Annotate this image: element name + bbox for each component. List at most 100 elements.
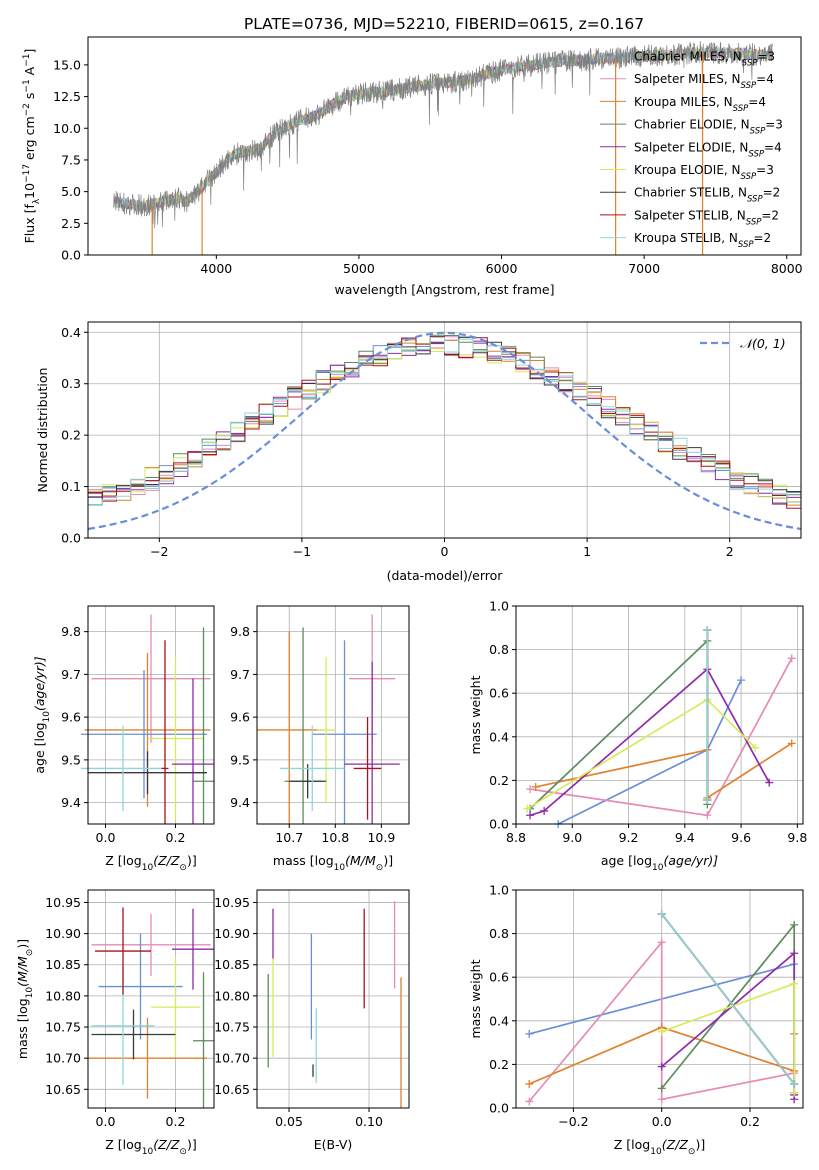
x-tick-label: 0.2	[166, 1114, 186, 1129]
weight-marker	[526, 785, 535, 794]
y-tick-label: 9.4	[61, 795, 81, 810]
y-tick-label: 10.70	[214, 1051, 250, 1066]
x-tick-label: 10.7	[275, 830, 303, 845]
residuals-panel: −2 −1 0 1 2 0.0 0.1 0.2 0.3 0.4 (data-model)/error…	[35, 321, 802, 583]
mass-vs-Z-panel: 0.0 0.2 10.65 10.70 10.75 10.80 10.85 10.90 10.9…	[15, 889, 215, 1157]
y-tick-label: 0.0	[61, 248, 81, 263]
weight-series-chabrier-miles	[554, 676, 746, 828]
errorbar-kroupa-stelib	[81, 725, 165, 812]
y-tick-label: 10.65	[45, 1082, 81, 1097]
x-tick-label: 8000	[771, 261, 803, 276]
y-tick-label: 0.0	[489, 817, 509, 832]
weight-marker	[531, 782, 540, 791]
legend-entry-salpeter-miles: Salpeter MILES, NSSP=4	[634, 72, 774, 91]
y-tick-label: 10.90	[214, 926, 250, 941]
errorbar-chabrier-miles	[312, 640, 377, 824]
x-tick-label: 1	[583, 544, 591, 559]
legend: Chabrier MILES, NSSP=3 Salpeter MILES, NS…	[600, 50, 783, 250]
errorbar-salpeter-stelib	[353, 717, 382, 820]
weight-line	[529, 638, 709, 810]
y-tick-label: 10.80	[45, 988, 81, 1003]
errorbar-chabrier-stelib	[88, 751, 207, 795]
legend-entry-chabrier-miles: Chabrier MILES, NSSP=3	[634, 50, 775, 69]
x-tick-label: 0.05	[275, 1114, 303, 1129]
weight-line	[529, 667, 770, 817]
y-tick-label: 0.8	[489, 642, 509, 657]
errorbar-chabrier-elodie	[193, 627, 214, 824]
errorbar-salpeter-stelib	[161, 640, 169, 824]
weight-series-kroupa-elodie	[523, 695, 760, 813]
y-tick-label: 10.0	[53, 121, 81, 136]
errorbar-chabrier-stelib	[289, 764, 327, 799]
y-tick-label: 0.0	[61, 531, 81, 546]
x-tick-label: 9.6	[731, 830, 751, 845]
weight-marker	[751, 743, 760, 752]
weight-marker	[790, 920, 799, 929]
errorbar-salpeter-stelib	[95, 907, 151, 995]
weight-marker	[790, 1080, 799, 1089]
weight-marker	[523, 804, 532, 813]
weight-marker	[737, 676, 746, 685]
y-tick-label: 0.3	[61, 376, 81, 391]
y-tick-label: 0.6	[489, 686, 509, 701]
weight-marker	[525, 1080, 534, 1089]
y-tick-label: 10.95	[214, 895, 250, 910]
age-vs-mass-panel: 10.7 10.8 10.9 9.4 9.5 9.6 9.7 9.8 mass [log10(M…	[230, 605, 410, 873]
x-tick-label: 9.8	[787, 830, 807, 845]
errorbar-salpeter-elodie	[344, 661, 400, 824]
weight-series-salpeter-miles	[526, 654, 796, 820]
x-tick-label: 7000	[628, 261, 660, 276]
y-tick-label: 1.0	[489, 599, 509, 614]
x-tick-label: 0.0	[96, 1114, 116, 1129]
weight-line	[661, 913, 795, 1085]
y-tick-label: 0.4	[61, 325, 81, 340]
errorbar-chabrier-miles	[98, 933, 183, 1040]
errorbar-salpeter-miles	[91, 614, 211, 743]
y-tick-label: 0.4	[489, 729, 509, 744]
axes-frame	[515, 889, 804, 1109]
errorbar-kroupa-miles	[257, 631, 322, 824]
errorbar-kroupa-stelib	[280, 725, 345, 812]
y-axis-label: Flux [fλ10−17 erg cm−2 s−1 A−1]	[22, 49, 42, 244]
y-tick-label: 9.7	[230, 667, 250, 682]
y-tick-label: 10.75	[214, 1020, 250, 1035]
observed-spectrum	[113, 41, 773, 229]
errorbar-salpeter-miles	[91, 913, 211, 976]
histogram-salpeter-miles	[88, 336, 801, 508]
axes-frame	[87, 36, 802, 256]
weight-marker	[703, 625, 712, 634]
x-tick-label: 4000	[200, 261, 232, 276]
x-axis-label: age [log10(age/yr)]	[601, 853, 718, 873]
x-tick-label: 2	[726, 544, 734, 559]
x-tick-label: 8.8	[506, 830, 526, 845]
y-tick-label: 7.5	[61, 152, 81, 167]
y-tick-label: 10.95	[45, 895, 81, 910]
y-tick-label: 9.7	[61, 667, 81, 682]
y-axis-label: age [log10(age/yr)]	[32, 656, 52, 773]
x-tick-label: −0.2	[558, 1114, 588, 1129]
y-tick-label: 0.2	[61, 428, 81, 443]
weight-series-kroupa-stelib	[703, 625, 712, 805]
x-axis-label: E(B-V)	[314, 1137, 353, 1152]
x-axis-label: Z [log10(Z/Z⊙)]	[105, 853, 196, 873]
weight-vs-age-panel: 8.8 9.0 9.2 9.4 9.6 9.8 0.0 0.2 0.4 0.6 0.8 1.0 age …	[468, 599, 807, 874]
y-tick-label: 2.5	[61, 216, 81, 231]
y-tick-label: 0.2	[489, 1057, 509, 1072]
x-tick-label: −1	[293, 544, 311, 559]
legend-entry-chabrier-elodie: Chabrier ELODIE, NSSP=3	[634, 118, 783, 137]
y-tick-label: 9.8	[230, 624, 250, 639]
x-tick-label: 0.0	[96, 830, 116, 845]
errorbar-kroupa-elodie	[316, 657, 336, 803]
histogram-kroupa-miles	[88, 339, 801, 509]
weight-marker	[540, 806, 549, 815]
x-tick-label: 0.2	[740, 1114, 760, 1129]
y-tick-label: 1.0	[489, 883, 509, 898]
errorbar-salpeter-elodie	[172, 678, 214, 824]
y-tick-label: 0.8	[489, 926, 509, 941]
weight-marker	[790, 949, 799, 958]
weight-marker	[525, 1029, 534, 1038]
mass-vs-EBV-panel: 0.05 0.10 10.65 10.70 10.75 10.80 10.85 10.90 10…	[214, 889, 410, 1152]
histograms	[88, 331, 801, 531]
y-tick-label: 12.5	[53, 89, 81, 104]
histogram-chabrier-miles	[88, 337, 801, 500]
